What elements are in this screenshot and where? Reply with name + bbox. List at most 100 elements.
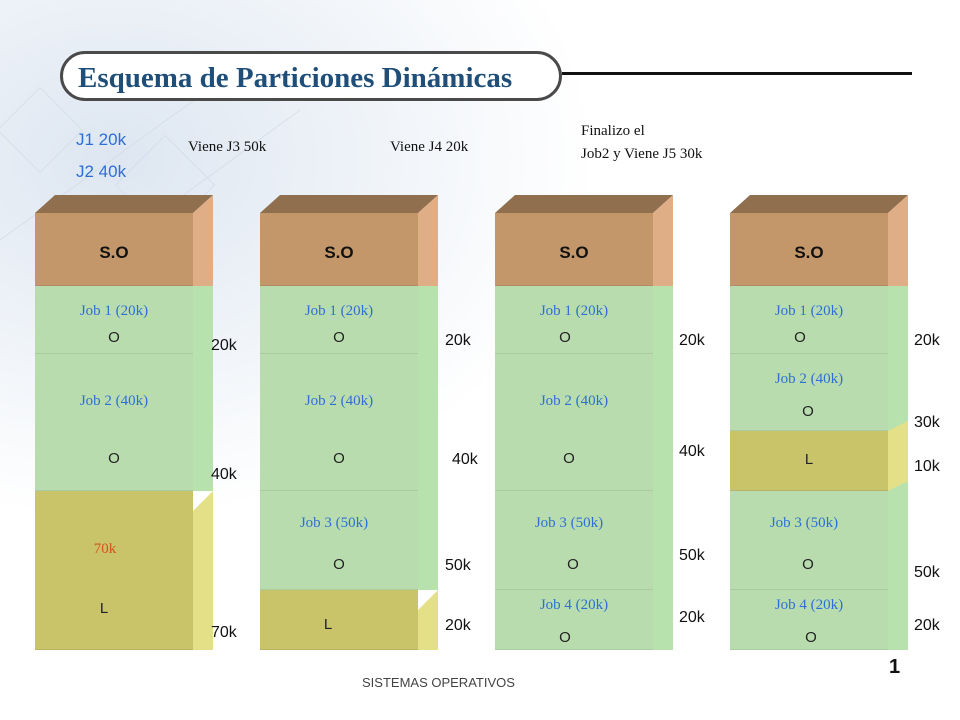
job-2-label: Job 2 (40k) (774, 371, 844, 387)
occupied-side (653, 286, 673, 650)
partition-so-side (653, 195, 673, 286)
job-4-mark: O (559, 629, 571, 646)
column-top-face (730, 195, 908, 213)
size-label: 30k (914, 414, 940, 431)
partition-job-1 (730, 286, 888, 354)
partition-job-4 (730, 590, 888, 650)
size-label: 20k (914, 617, 940, 634)
partition-so-side (193, 195, 213, 286)
size-label: 20k (679, 609, 705, 626)
size-label: 20k (445, 332, 471, 349)
memory-column-3: S.O Job 1 (20k) O Job 2 (40k) O Job 3 (5… (495, 195, 673, 650)
job-2-label: Job 2 (40k) (539, 393, 609, 409)
partition-job-4 (495, 590, 653, 650)
partition-free (730, 431, 888, 491)
partition-so-side (418, 195, 438, 286)
memory-column-4: S.O Job 1 (20k) O Job 2 (40k) O L Job 3 … (730, 195, 908, 650)
job-3-label: Job 3 (50k) (299, 515, 369, 531)
size-label: 20k (679, 332, 705, 349)
occupied-side (888, 286, 908, 431)
free-mark: L (323, 616, 333, 633)
heading-column-4-line-1: Finalizo el (581, 123, 645, 139)
free-mark: L (804, 451, 814, 468)
job-3-mark: O (567, 556, 579, 573)
size-label: 50k (445, 557, 471, 574)
heading-column-4-line-2: Job2 y Viene J5 30k (581, 146, 703, 162)
memory-column-1: S.O Job 1 (20k) O Job 2 (40k) O 70k L (35, 195, 213, 650)
partition-job-3 (495, 491, 653, 590)
job-2-mark: O (333, 450, 345, 467)
partition-job-2 (495, 354, 653, 491)
heading-column-2: Viene J3 50k (188, 139, 267, 155)
job-1-mark: O (108, 329, 120, 346)
title-underline (562, 72, 912, 75)
job-2-mark: O (108, 450, 120, 467)
job-1-label: Job 1 (20k) (304, 303, 374, 319)
size-label: 20k (914, 332, 940, 349)
job-1-mark: O (559, 329, 571, 346)
page-title: Esquema de Particiones Dinámicas (78, 62, 513, 94)
partition-job-2 (730, 354, 888, 431)
size-label: 40k (211, 466, 237, 483)
size-label: 20k (211, 337, 237, 354)
free-mark: L (99, 600, 109, 617)
size-label: 10k (914, 458, 940, 475)
size-label: 50k (679, 547, 705, 564)
job-2-label: Job 2 (40k) (79, 393, 149, 409)
column-top-face (260, 195, 438, 213)
partition-so-side (888, 195, 908, 286)
job-4-label: Job 4 (20k) (774, 597, 844, 613)
job-1-label: Job 1 (20k) (79, 303, 149, 319)
job-1-label: Job 1 (20k) (539, 303, 609, 319)
job-1-mark: O (794, 329, 806, 346)
free-side (418, 590, 438, 650)
occupied-side (418, 286, 438, 590)
memory-column-2: S.O Job 1 (20k) O Job 2 (40k) O Job 3 (5… (260, 195, 438, 650)
job-4-mark: O (805, 629, 817, 646)
partition-so (260, 213, 418, 286)
partition-job-1 (260, 286, 418, 354)
title-frame (60, 51, 562, 101)
size-label: 20k (445, 617, 471, 634)
free-side (193, 491, 213, 650)
partition-job-2 (35, 354, 193, 491)
page-number: 1 (889, 656, 901, 678)
job-3-mark: O (333, 556, 345, 573)
size-label: 50k (914, 564, 940, 581)
so-label: S.O (324, 243, 354, 262)
job-3-label: Job 3 (50k) (534, 515, 604, 531)
so-label: S.O (559, 243, 589, 262)
footer-label: SISTEMAS OPERATIVOS (362, 675, 515, 690)
partition-so (35, 213, 193, 286)
partition-so (495, 213, 653, 286)
job-1-mark: O (333, 329, 345, 346)
partition-free (260, 590, 418, 650)
free-size-label: 70k (93, 541, 117, 557)
partition-job-2 (260, 354, 418, 491)
job-3-mark: O (802, 556, 814, 573)
job-2-mark: O (802, 403, 814, 420)
so-label: S.O (794, 243, 824, 262)
partition-job-1 (35, 286, 193, 354)
partition-free (35, 491, 193, 650)
job-2-mark: O (563, 450, 575, 467)
initial-job-j1: J1 20k (76, 130, 127, 149)
so-label: S.O (99, 243, 129, 262)
size-label: 40k (452, 451, 478, 468)
size-label: 70k (211, 624, 237, 641)
partition-job-3 (730, 491, 888, 590)
job-3-label: Job 3 (50k) (769, 515, 839, 531)
initial-job-j2: J2 40k (76, 162, 127, 181)
heading-column-3: Viene J4 20k (390, 139, 469, 155)
job-2-label: Job 2 (40k) (304, 393, 374, 409)
partition-so (730, 213, 888, 286)
occupied-side (888, 481, 908, 650)
size-label: 40k (679, 443, 705, 460)
partition-job-3 (260, 491, 418, 590)
free-side (888, 421, 908, 491)
occupied-side (193, 286, 213, 491)
job-1-label: Job 1 (20k) (774, 303, 844, 319)
job-4-label: Job 4 (20k) (539, 597, 609, 613)
partition-job-1 (495, 286, 653, 354)
column-top-face (495, 195, 673, 213)
